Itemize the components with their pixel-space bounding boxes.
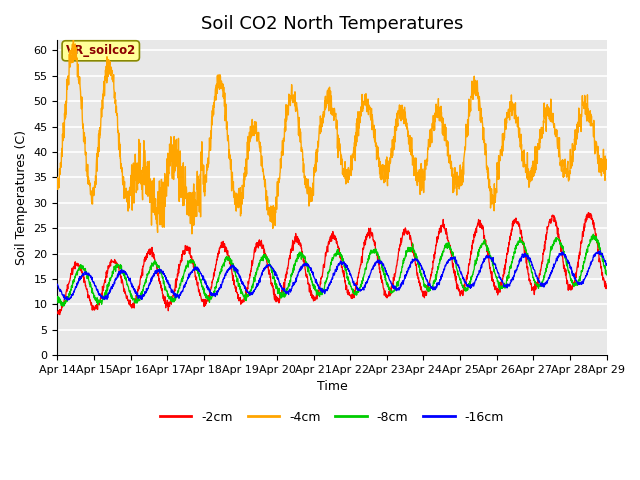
Title: Soil CO2 North Temperatures: Soil CO2 North Temperatures [201,15,463,33]
X-axis label: Time: Time [317,381,348,394]
Legend: -2cm, -4cm, -8cm, -16cm: -2cm, -4cm, -8cm, -16cm [155,406,509,429]
Y-axis label: Soil Temperatures (C): Soil Temperatures (C) [15,130,28,265]
Text: VR_soilco2: VR_soilco2 [66,44,136,57]
